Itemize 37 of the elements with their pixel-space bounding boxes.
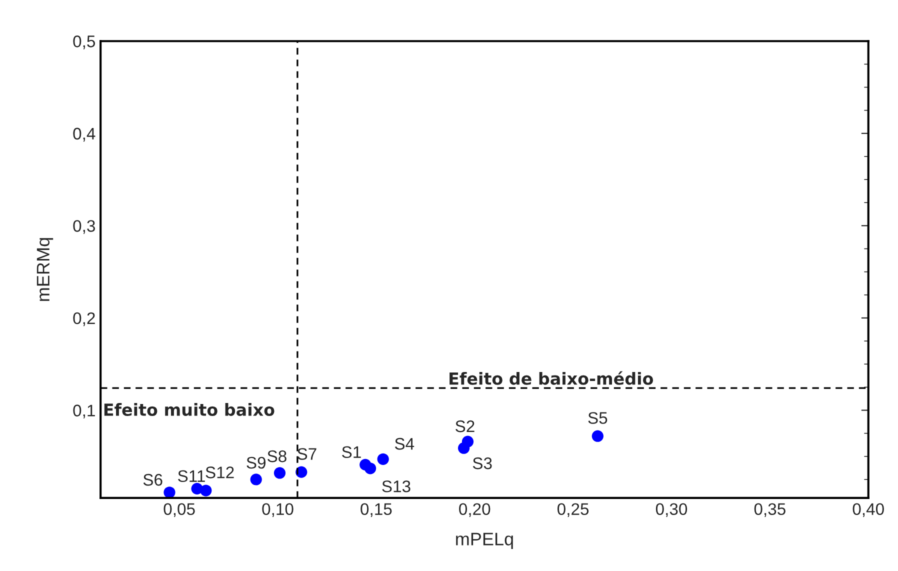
data-label: S12: [206, 466, 234, 478]
point: [458, 442, 470, 454]
point: [364, 462, 376, 474]
data-label: S5: [588, 412, 608, 424]
annotation: Efeito muito baixo: [104, 403, 274, 416]
point: [377, 453, 389, 465]
data-label: S1: [342, 446, 361, 458]
y-tick-label: 0,3: [73, 220, 95, 234]
x-tick-label: 0,30: [656, 503, 688, 517]
y-tick-label: 0,2: [73, 312, 95, 326]
point: [200, 484, 212, 496]
y-tick-label: 0,4: [73, 128, 96, 142]
x-axis-title: mPELq: [456, 532, 513, 550]
annotation: Efeito de baixo-médio: [450, 371, 654, 385]
y-tick-label: 0,5: [73, 36, 96, 50]
point: [250, 474, 262, 486]
point: [592, 430, 604, 442]
y-tick-label: 0,1: [73, 404, 95, 418]
x-tick-label: 0,05: [164, 503, 195, 517]
x-tick-label: 0,35: [754, 503, 786, 517]
x-tick-label: 0,20: [459, 503, 490, 517]
data-label: S9: [246, 456, 266, 469]
x-tick-label: 0,25: [557, 503, 589, 517]
data-label: S13: [382, 480, 410, 492]
data-label: S7: [298, 448, 316, 460]
y-axis-title: mERMq: [36, 238, 54, 301]
x-tick-label: 0,10: [262, 503, 294, 517]
point: [274, 467, 286, 479]
data-label: S6: [143, 474, 162, 486]
point: [164, 486, 176, 498]
data-label: S4: [394, 438, 414, 450]
data-label: S2: [456, 420, 474, 432]
data-label: S11: [178, 470, 205, 482]
x-tick-label: 0,40: [852, 503, 884, 517]
x-tick-label: 0,15: [360, 503, 392, 517]
data-label: S3: [472, 457, 492, 470]
data-label: S8: [268, 450, 286, 462]
